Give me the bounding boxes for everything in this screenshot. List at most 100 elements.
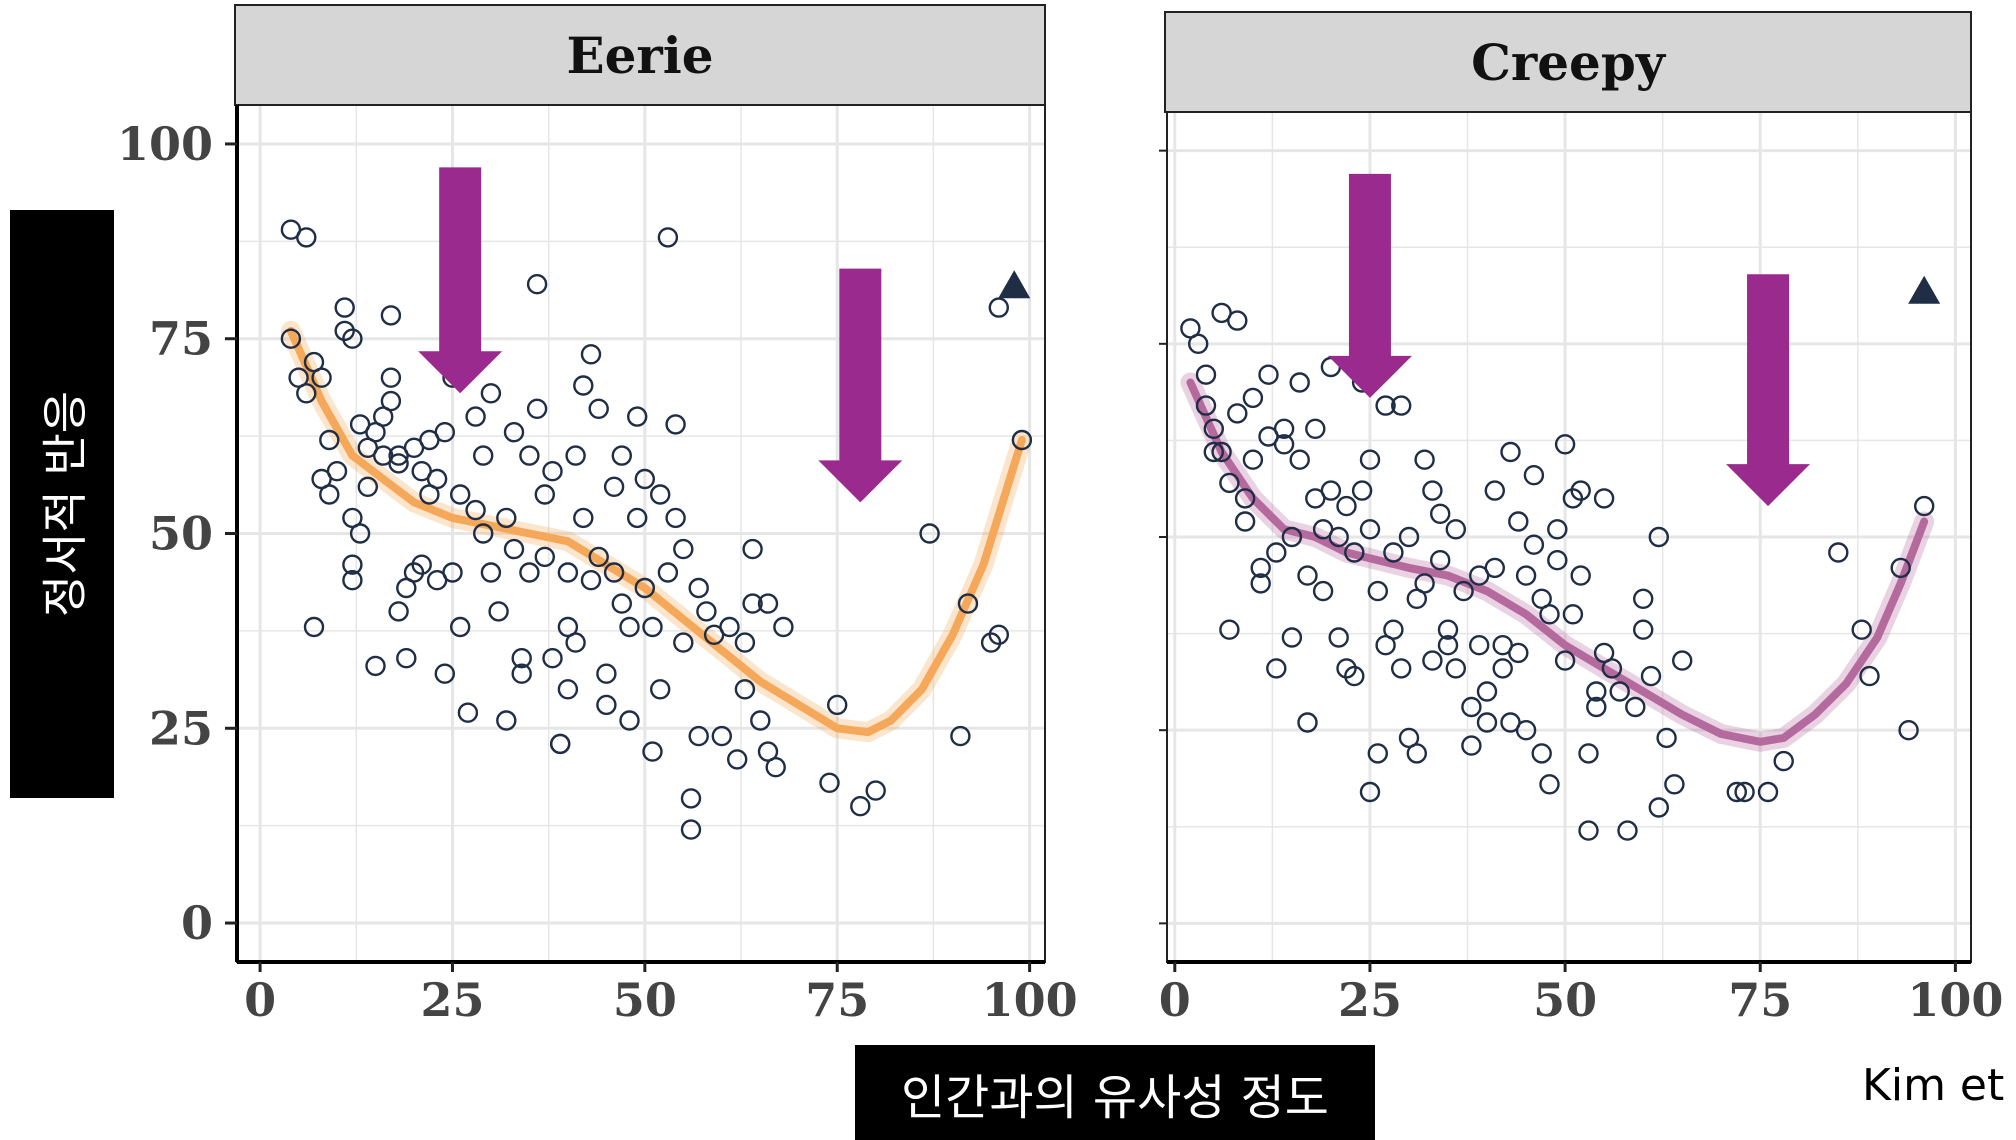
eerie-data-point — [827, 694, 848, 716]
eerie-data-point — [742, 538, 763, 560]
creepy-data-point — [1422, 650, 1443, 671]
creepy-data-point — [1203, 418, 1225, 439]
creepy-data-point — [1328, 627, 1349, 648]
eerie-data-point — [603, 476, 625, 497]
x-axis-label-box: 인간과의 유사성 정도 — [855, 1045, 1375, 1140]
creepy-data-point — [1562, 604, 1584, 625]
creepy-data-point — [1445, 519, 1467, 540]
eerie-data-point — [388, 601, 409, 622]
creepy-data-point — [1359, 781, 1381, 803]
eerie-data-point — [680, 819, 702, 840]
creepy-x-tick-label: 25 — [1338, 973, 1402, 1027]
eerie-data-point — [465, 499, 486, 521]
eerie-data-point — [319, 429, 340, 451]
creepy-data-point — [1484, 480, 1506, 501]
creepy-data-point — [1266, 542, 1287, 563]
eerie-data-point — [388, 453, 409, 474]
eerie-data-point — [342, 570, 363, 591]
creepy-data-point — [1453, 580, 1474, 602]
eerie-data-point — [511, 648, 532, 669]
creepy-data-point — [1359, 449, 1381, 470]
eerie-data-point — [503, 538, 525, 560]
creepy-data-point — [1609, 681, 1630, 702]
creepy-data-point — [1422, 480, 1443, 501]
eerie-data-point — [688, 725, 709, 747]
creepy-x-tick-label: 0 — [1159, 973, 1191, 1027]
creepy-data-point — [1570, 565, 1591, 586]
eerie-data-point — [580, 344, 602, 365]
creepy-data-point — [1476, 681, 1498, 702]
eerie-data-point — [434, 663, 455, 684]
creepy-data-point — [1570, 480, 1591, 501]
eerie-data-point — [573, 507, 594, 529]
creepy-data-point — [1492, 658, 1513, 679]
eerie-data-point — [580, 570, 602, 591]
creepy-data-point — [1539, 604, 1560, 625]
eerie-data-point — [750, 710, 771, 731]
creepy-data-point — [1219, 472, 1240, 494]
creepy-data-point — [1500, 441, 1521, 463]
eerie-data-point — [380, 305, 402, 326]
eerie-data-point — [734, 679, 756, 700]
eerie-data-point — [488, 601, 509, 622]
creepy-down-arrow — [1726, 274, 1811, 507]
creepy-data-point — [1375, 395, 1396, 416]
creepy-data-point — [1515, 720, 1537, 741]
creepy-data-point — [1344, 542, 1365, 563]
eerie-panel: Eerie 0 25 50 75 100 0 25 50 75 100 — [117, 4, 1078, 1027]
creepy-data-point — [1656, 727, 1677, 749]
eerie-data-point — [850, 796, 871, 817]
creepy-data-point — [1250, 573, 1271, 594]
eerie-data-point — [442, 562, 463, 583]
creepy-data-point — [1312, 580, 1334, 602]
eerie-data-point — [503, 422, 525, 443]
eerie-data-point — [519, 562, 540, 583]
eerie-data-point — [988, 624, 1009, 645]
creepy-x-tick-label: 75 — [1728, 973, 1792, 1027]
creepy-strip — [1164, 11, 1972, 113]
eerie-data-point — [596, 694, 617, 716]
eerie-axes: 0 25 50 75 100 0 25 50 75 100 — [117, 104, 1078, 1027]
creepy-data-point — [1554, 650, 1576, 671]
creepy-data-point — [1484, 557, 1506, 579]
creepy-smooth-line — [1186, 378, 1929, 746]
eerie-data-point — [511, 663, 532, 684]
creepy-panel: Creepy 0 25 50 75 100 — [1159, 11, 2003, 1027]
eerie-data-point — [696, 601, 717, 622]
creepy-data-point — [1234, 488, 1256, 509]
creepy-data-point — [1367, 580, 1389, 602]
creepy-data-point — [1898, 720, 1919, 741]
eerie-data-point — [542, 461, 563, 482]
eerie-data-point — [534, 546, 555, 568]
eerie-data-point — [742, 593, 763, 614]
eerie-data-point — [650, 484, 671, 505]
creepy-data-point — [1203, 441, 1225, 463]
creepy-data-point — [1648, 797, 1670, 818]
creepy-data-point — [1445, 658, 1467, 679]
eerie-data-point — [680, 788, 702, 809]
eerie-gridlines — [237, 105, 1045, 962]
eerie-data-point — [280, 328, 302, 349]
creepy-data-point — [1640, 665, 1662, 687]
eerie-data-point — [757, 593, 779, 614]
eerie-data-point — [611, 593, 632, 614]
eerie-data-point — [342, 328, 363, 349]
eerie-data-point — [380, 367, 402, 388]
eerie-data-point — [457, 702, 479, 723]
creepy-data-point — [1414, 573, 1435, 594]
creepy-smooth-curve — [1180, 372, 1935, 752]
creepy-data-point — [1586, 681, 1607, 702]
creepy-data-point — [1383, 542, 1404, 563]
creepy-data-point — [1828, 542, 1849, 563]
eerie-data-point — [411, 554, 432, 575]
eerie-data-point — [957, 593, 979, 614]
creepy-data-point — [1757, 781, 1779, 803]
creepy-data-point — [1195, 364, 1217, 385]
creepy-points — [1180, 275, 1941, 841]
creepy-data-point — [1632, 619, 1654, 640]
eerie-data-point — [657, 227, 679, 248]
creepy-data-point — [1539, 774, 1560, 795]
eerie-data-point — [819, 772, 840, 793]
creepy-data-point — [1273, 434, 1295, 455]
eerie-data-point — [634, 577, 655, 599]
